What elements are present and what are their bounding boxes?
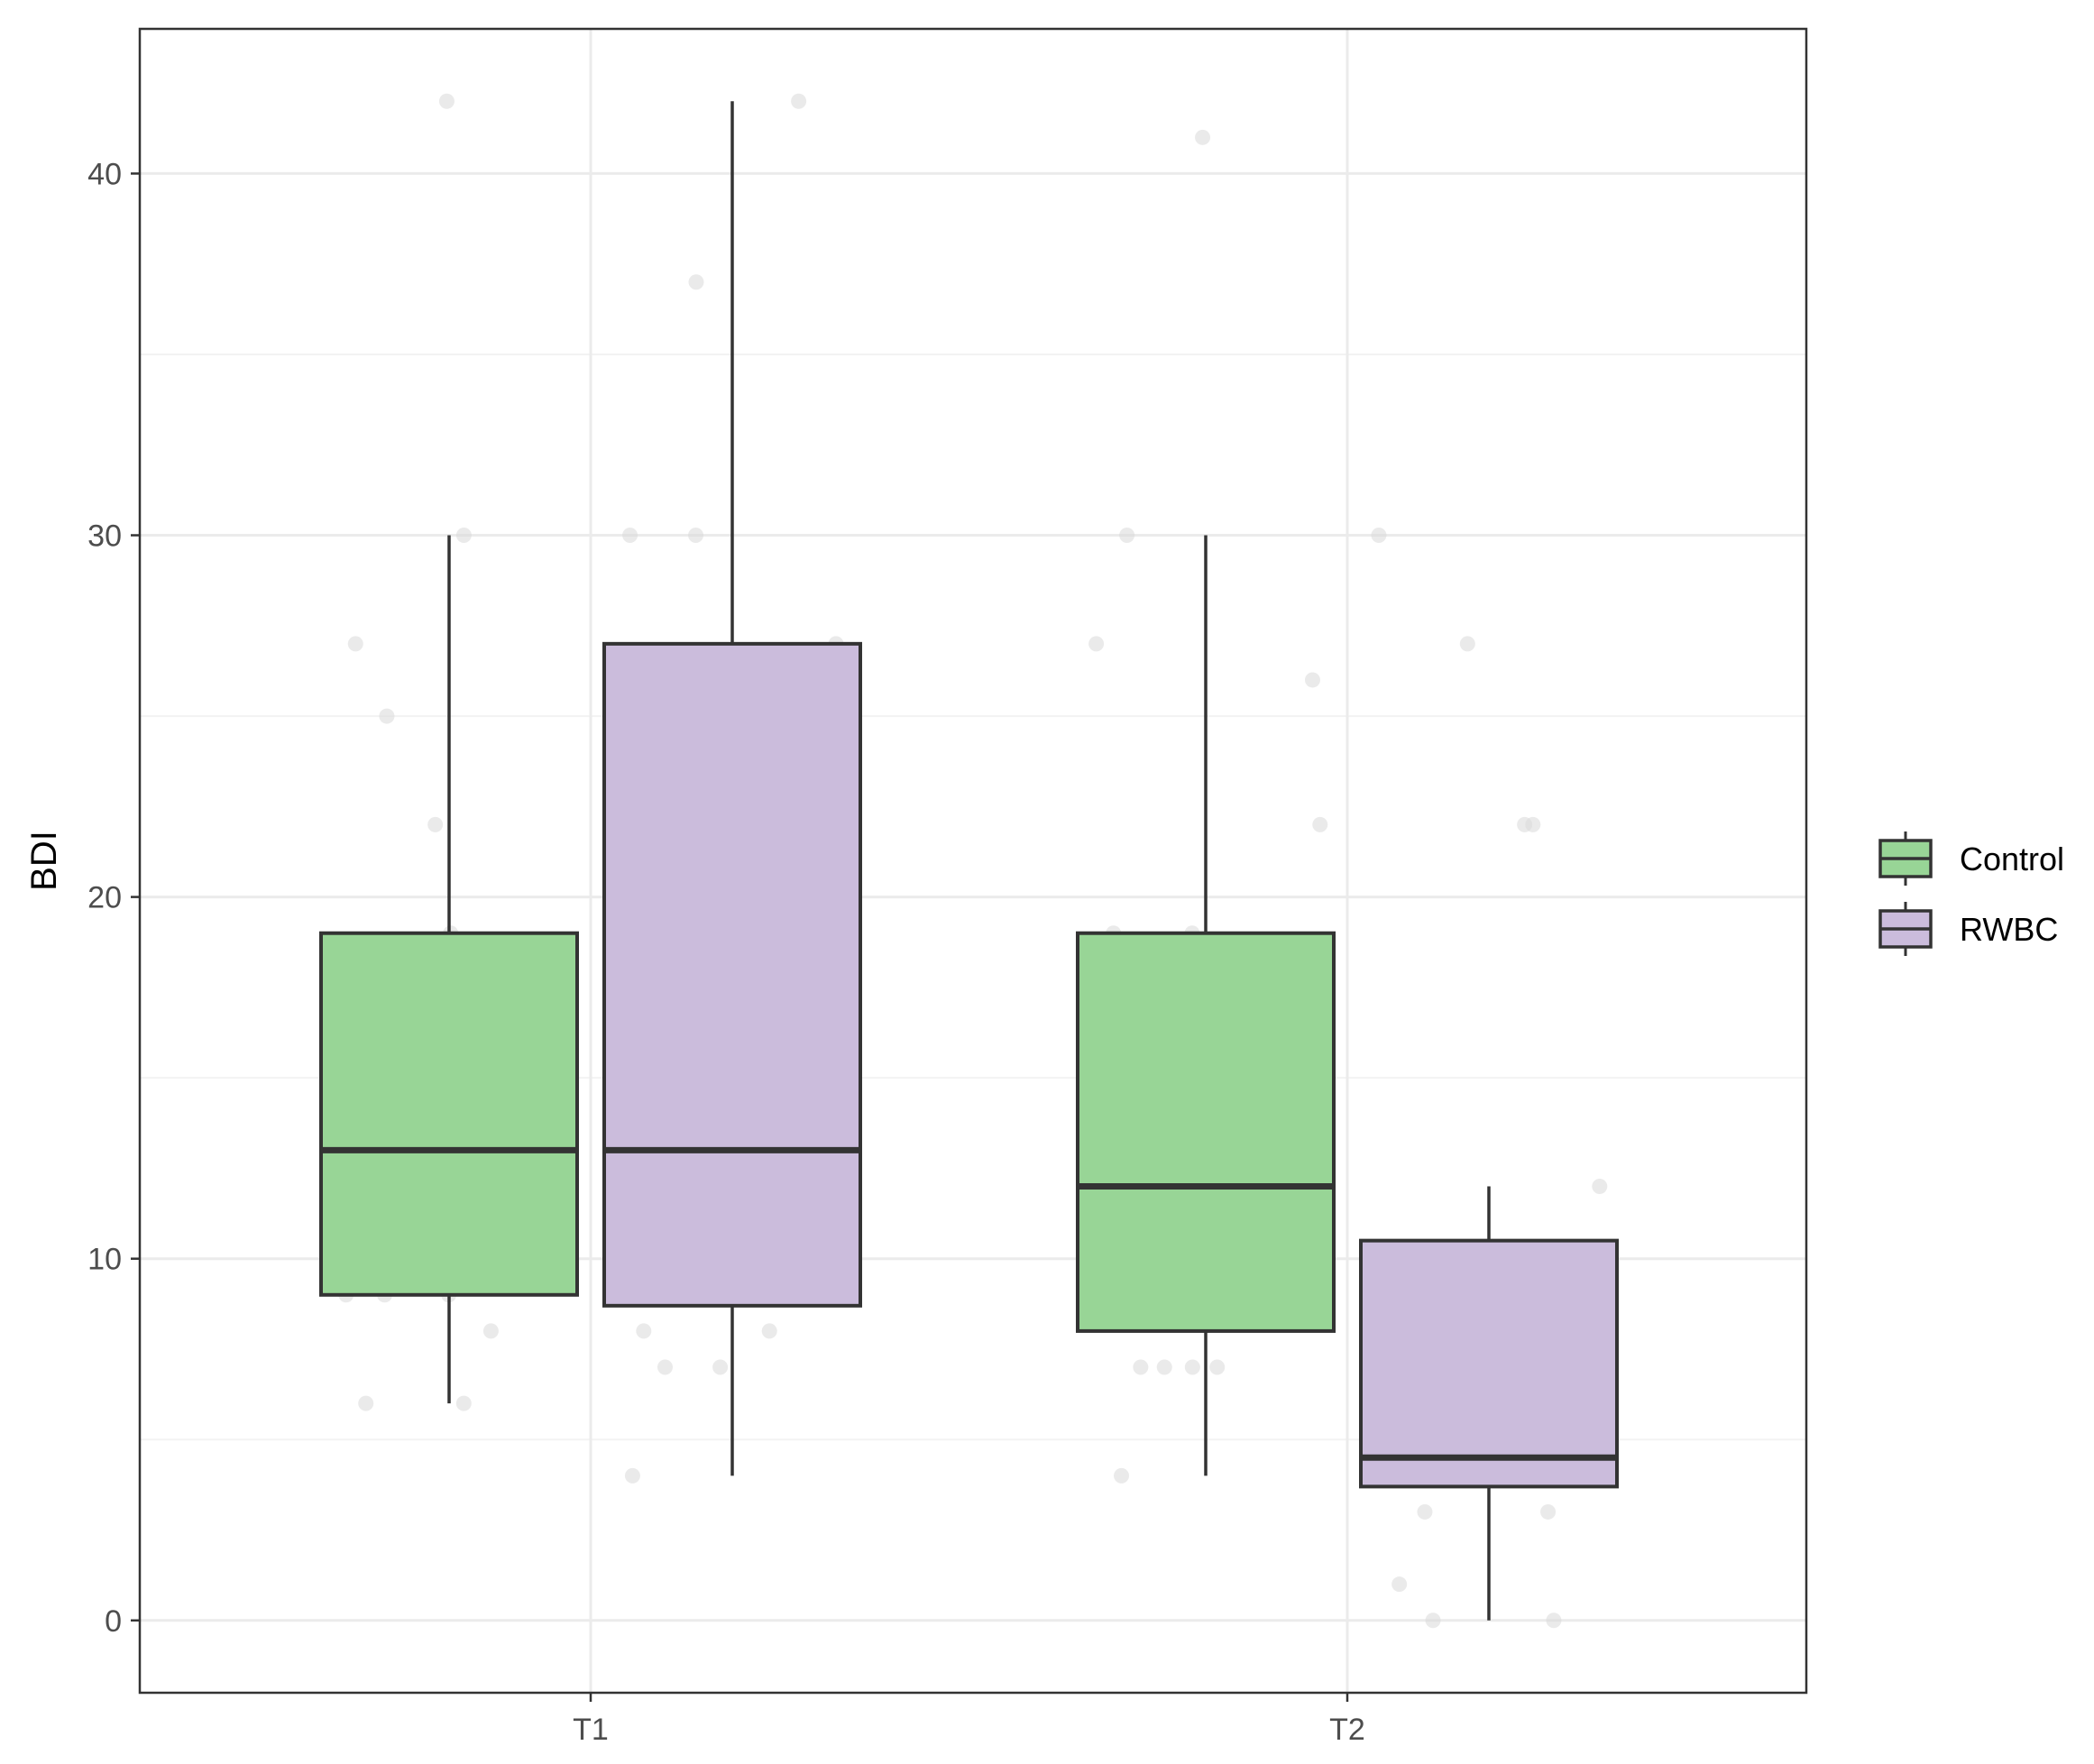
x-axis: T1 T2	[573, 1693, 1365, 1747]
data-point	[688, 274, 704, 290]
panel-border	[138, 27, 1808, 1695]
data-point	[1195, 129, 1211, 145]
data-point	[1209, 1359, 1226, 1375]
data-point	[1592, 1178, 1608, 1194]
legend-entry-rwbc: RWBC	[1878, 902, 2058, 956]
data-point	[1088, 636, 1105, 652]
iqr-box	[1076, 931, 1336, 1333]
data-point	[1546, 1612, 1562, 1629]
y-tick-label: 10	[87, 1243, 122, 1277]
data-point	[455, 528, 472, 544]
data-point	[1371, 528, 1387, 544]
y-tick-label: 30	[87, 519, 122, 554]
data-point	[358, 1395, 374, 1411]
box-control-t2	[1076, 535, 1336, 1476]
legend-label: RWBC	[1960, 911, 2058, 948]
x-tick-label: T2	[1329, 1713, 1365, 1747]
x-tick-label: T1	[573, 1713, 609, 1747]
data-point	[347, 636, 363, 652]
data-point	[1156, 1359, 1172, 1375]
grid-lines	[140, 29, 1806, 1693]
legend-label: Control	[1960, 841, 2064, 877]
y-tick-label: 0	[105, 1604, 122, 1639]
data-point	[1459, 636, 1475, 652]
data-point	[1304, 672, 1320, 688]
plot-panel	[138, 27, 1808, 1695]
iqr-box	[319, 931, 579, 1297]
y-axis: 0 10 20 30 40	[87, 157, 140, 1639]
y-axis-label: BDI	[24, 831, 64, 891]
data-point	[1184, 1359, 1200, 1375]
iqr-box	[602, 641, 862, 1308]
legend-entry-control: Control	[1878, 831, 2064, 886]
box-rwbc-t2	[1359, 1186, 1619, 1621]
data-point	[1425, 1612, 1441, 1629]
data-point	[1517, 816, 1533, 832]
iqr-box	[1359, 1238, 1619, 1489]
data-point	[622, 528, 638, 544]
data-point	[1391, 1576, 1408, 1593]
data-point	[791, 93, 807, 109]
data-point	[761, 1323, 777, 1339]
box-control-t1	[319, 535, 579, 1404]
data-point	[1417, 1503, 1433, 1520]
data-point	[1312, 816, 1328, 832]
data-point	[427, 816, 444, 832]
data-point	[657, 1359, 674, 1375]
data-point	[624, 1467, 640, 1484]
data-point	[438, 93, 455, 109]
data-point	[455, 1395, 472, 1411]
data-point	[379, 708, 395, 724]
data-point	[1114, 1467, 1130, 1484]
data-point	[688, 528, 704, 544]
data-point	[1133, 1359, 1149, 1375]
box-rwbc-t1	[602, 101, 862, 1476]
boxes	[319, 101, 1619, 1621]
data-point	[636, 1323, 652, 1339]
data-point	[1540, 1503, 1557, 1520]
y-tick-label: 40	[87, 157, 122, 191]
data-point	[482, 1323, 499, 1339]
y-tick-label: 20	[87, 881, 122, 915]
legend: Control RWBC	[1878, 831, 2064, 956]
data-point	[712, 1359, 729, 1375]
data-point	[1119, 528, 1135, 544]
